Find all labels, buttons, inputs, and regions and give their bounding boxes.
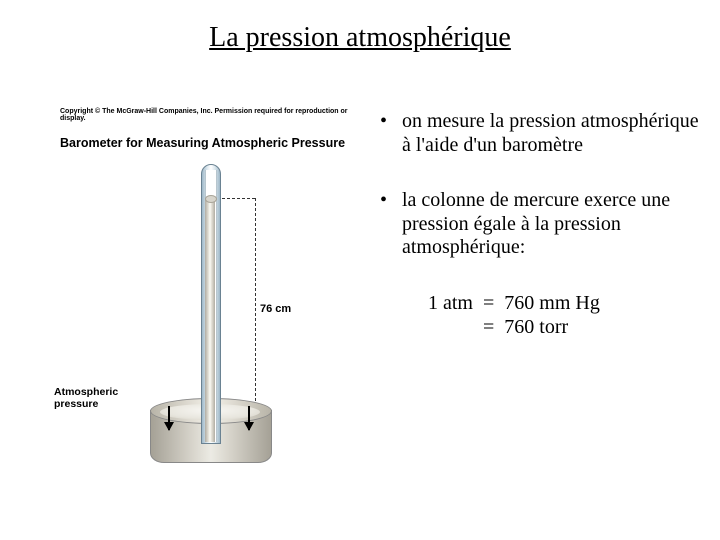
bullet-marker-icon: • <box>380 110 402 157</box>
bullet-item: • la colonne de mercure exerce une press… <box>380 189 700 260</box>
figure-caption: Barometer for Measuring Atmospheric Pres… <box>60 136 360 150</box>
mercury-column <box>205 198 215 442</box>
slide: La pression atmosphérique Copyright © Th… <box>0 0 720 540</box>
barometer-figure: Copyright © The McGraw-Hill Companies, I… <box>60 108 360 478</box>
dimension-label: 76 cm <box>260 303 291 315</box>
atm-label-line1: Atmospheric <box>54 386 118 398</box>
equation-line: = 760 torr <box>428 316 700 340</box>
atmospheric-pressure-label: Atmospheric pressure <box>54 386 144 410</box>
bullet-marker-icon: • <box>380 189 402 260</box>
dimension-tick-top <box>222 198 255 200</box>
bullet-text: on mesure la pression atmosphérique à l'… <box>402 110 700 157</box>
mercury-meniscus <box>205 195 217 203</box>
equation-block: 1 atm = 760 mm Hg = 760 torr <box>428 292 700 339</box>
figure-copyright: Copyright © The McGraw-Hill Companies, I… <box>60 108 360 122</box>
content-column: • on mesure la pression atmosphérique à … <box>380 110 700 339</box>
atm-label-line2: pressure <box>54 398 98 410</box>
bullet-text: la colonne de mercure exerce une pressio… <box>402 189 700 260</box>
page-title: La pression atmosphérique <box>0 22 720 54</box>
pressure-arrow-right-icon <box>248 406 250 430</box>
barometer-diagram: 76 cm Atmospheric pressure <box>60 158 360 478</box>
bullet-item: • on mesure la pression atmosphérique à … <box>380 110 700 157</box>
dimension-line <box>255 198 257 426</box>
equation-line: 1 atm = 760 mm Hg <box>428 292 700 316</box>
pressure-arrow-left-icon <box>168 406 170 430</box>
